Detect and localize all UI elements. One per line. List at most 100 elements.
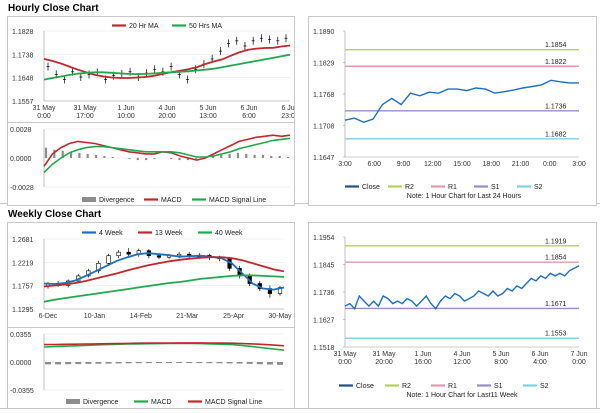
series-line-close [344, 79, 579, 124]
legend-s2-label: S2 [540, 383, 549, 390]
y-tick-label: 1.1518 [313, 345, 335, 352]
x-tick-label: 21:00 [512, 161, 530, 168]
weekly-section-title: Weekly Close Chart [8, 209, 102, 220]
divergence-bar [256, 362, 263, 365]
divergence-bar [196, 362, 203, 364]
y-tick-label: 1.1845 [313, 263, 335, 270]
divergence-bar [95, 362, 102, 364]
series-line-40-week [43, 274, 285, 303]
x-tick-label: 10-Jan [84, 313, 106, 320]
x-tick-label: 14-Feb [130, 313, 152, 320]
divergence-bar [226, 362, 233, 364]
y-tick-label: 1.1627 [313, 318, 335, 325]
divergence-bar [125, 362, 132, 364]
level-label-r1: 1.1822 [545, 59, 567, 66]
level-label-s2: 1.1682 [545, 131, 567, 138]
legend-macd-label: MACD [151, 399, 172, 406]
legend-4-week-label: 4 Week [99, 230, 123, 237]
legend-macd-signal-label: MACD Signal Line [209, 197, 266, 204]
x-tick-label: 21-Mar [176, 313, 199, 320]
legend-40-week-label: 40 Week [215, 230, 243, 237]
legend-s2-label: S2 [534, 184, 543, 191]
x-tick-label: 5 Jun 13:00 [199, 105, 217, 120]
level-label-s2: 1.1553 [545, 331, 567, 338]
divergence-bar [236, 362, 243, 364]
divergence-bar [85, 362, 92, 364]
x-tick-label: 15:00 [453, 161, 471, 168]
x-tick-label: 3:00 [572, 161, 586, 168]
candle-body [156, 255, 162, 258]
level-label-s1: 1.1736 [545, 103, 567, 110]
level-label-r2: 1.1919 [545, 238, 567, 245]
divergence-bar [155, 362, 162, 364]
y-tick-label: 1.1557 [12, 99, 34, 106]
divergence-bar [145, 362, 152, 364]
x-tick-label: 31 May 0:00 [33, 105, 56, 120]
x-tick-label: 0:00 [543, 161, 557, 168]
x-tick-label: 7 Jun 0:00 [570, 351, 587, 366]
legend-r1-label: R1 [448, 184, 457, 191]
chart-note: Note: 1 Hour Chart for Last11 Week [406, 392, 518, 399]
legend-divergence-swatch [66, 399, 80, 404]
candle-body [106, 255, 111, 264]
x-tick-label: 31 May 17:00 [74, 105, 97, 120]
x-tick-label: 6 Jun 6:00 [240, 105, 257, 120]
weekly-macd-chart: 0.0355 0.0000 -0.0355 Divergence MACD MACD Si… [7, 327, 295, 409]
divergence-bar [45, 362, 51, 365]
y-tick-label: 1.1829 [313, 61, 335, 68]
divergence-bar [65, 362, 72, 365]
x-tick-label: 12:00 [424, 161, 442, 168]
x-tick-label: 31 May 20:00 [373, 351, 396, 366]
legend-13-week-label: 13 Week [155, 230, 183, 237]
legend-divergence-label: Divergence [99, 197, 135, 204]
x-tick-label: 6-Dec [39, 313, 58, 320]
y-tick-label: 1.1736 [313, 290, 335, 297]
y-tick-label: 0.0000 [10, 156, 32, 163]
legend-close-label: Close [356, 383, 374, 390]
divergence-bar [277, 362, 283, 365]
x-tick-label: 9:00 [397, 161, 411, 168]
series-line-13-week [43, 256, 285, 288]
level-label-r1: 1.1854 [545, 255, 567, 262]
divergence-bar [216, 362, 223, 364]
legend-macd-signal-label: MACD Signal Line [205, 399, 262, 406]
section-divider [0, 203, 600, 204]
divergence-bar [266, 362, 273, 365]
y-tick-label: 1.1757 [12, 284, 34, 291]
x-tick-label: 6 Jun23:00 [281, 105, 295, 120]
x-tick-label: 18:00 [482, 161, 500, 168]
y-tick-label: 1.2681 [12, 237, 34, 244]
candle-body [126, 251, 131, 255]
divergence-bar [206, 362, 213, 364]
weekly-price-chart: 1.2681 1.2219 1.1757 1.1295 6-Dec 10-Jan 14-Fe… [7, 222, 295, 328]
level-label-r2: 1.1854 [545, 42, 567, 49]
x-tick-label: 4 Jun 20:00 [158, 105, 176, 120]
divergence-bar [105, 362, 112, 364]
divergence-bar [186, 362, 193, 364]
x-tick-label: 6 Jun 4:00 [531, 351, 548, 366]
legend-r2-label: R2 [402, 383, 411, 390]
y-tick-label: 0.0028 [10, 127, 32, 134]
legend-divergence-label: Divergence [83, 399, 119, 406]
legend-macd-label: MACD [161, 197, 182, 204]
y-tick-label: -0.0028 [10, 185, 34, 192]
y-tick-label: 1.1954 [313, 235, 335, 242]
y-tick-label: 1.1890 [313, 29, 335, 36]
y-tick-label: 1.1738 [12, 52, 34, 59]
x-tick-label: 31 May 0:00 [334, 351, 357, 366]
series-line-50hrs-ma [43, 53, 291, 81]
x-tick-label: 25-Apr [223, 313, 245, 320]
divergence-bar [115, 362, 122, 364]
x-tick-label: 5 Jun 8:00 [492, 351, 509, 366]
legend-20hr-ma-label: 20 Hr MA [129, 23, 159, 30]
candle-body [177, 253, 182, 257]
x-tick-label: 3:00 [338, 161, 352, 168]
y-tick-label: -0.0355 [10, 388, 34, 395]
series-line-macd-signal [43, 342, 285, 347]
series-line-close [344, 265, 580, 311]
divergence-bar [176, 362, 183, 363]
series-line-macd-signal [43, 137, 291, 174]
x-tick-label: 30-May [268, 313, 292, 320]
